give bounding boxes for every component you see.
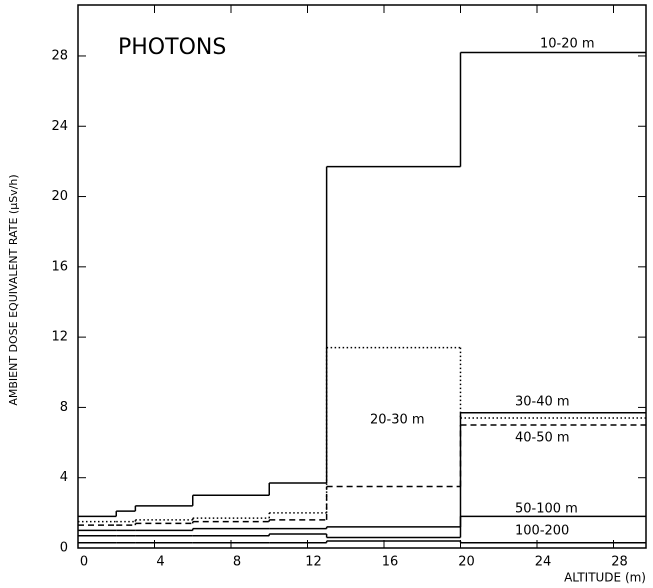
x-tick-label: 16 xyxy=(382,555,399,570)
x-tick-label: 20 xyxy=(458,555,475,570)
x-tick-label: 24 xyxy=(535,555,552,570)
y-tick-label: 24 xyxy=(51,119,68,134)
x-tick-label: 0 xyxy=(80,555,88,570)
y-tick-label: 16 xyxy=(51,259,68,274)
x-tick-label: 4 xyxy=(156,555,164,570)
y-tick-label: 12 xyxy=(51,330,68,345)
y-tick-label: 20 xyxy=(51,189,68,204)
series-label: 50-100 m xyxy=(515,502,578,517)
x-tick-label: 12 xyxy=(305,555,322,570)
y-axis-label: AMBIENT DOSE EQUIVALENT RATE (µSv/h) xyxy=(7,174,20,405)
x-tick-label: 8 xyxy=(233,555,241,570)
y-tick-label: 0 xyxy=(60,541,68,556)
y-tick-label: 28 xyxy=(51,48,68,63)
y-tick-label: 8 xyxy=(60,400,68,415)
y-tick-label: 4 xyxy=(60,470,68,485)
plot-frame xyxy=(77,4,647,549)
series-label: 30-40 m xyxy=(515,395,570,410)
series-label: 100-200 xyxy=(515,524,569,539)
x-axis-label: ALTITUDE (m) xyxy=(564,571,646,585)
x-tick-label: 28 xyxy=(611,555,628,570)
annotation: PHOTONS xyxy=(118,35,226,60)
series-label: 40-50 m xyxy=(515,431,570,446)
series-label: 20-30 m xyxy=(370,413,425,428)
series-label: 10-20 m xyxy=(540,37,595,52)
